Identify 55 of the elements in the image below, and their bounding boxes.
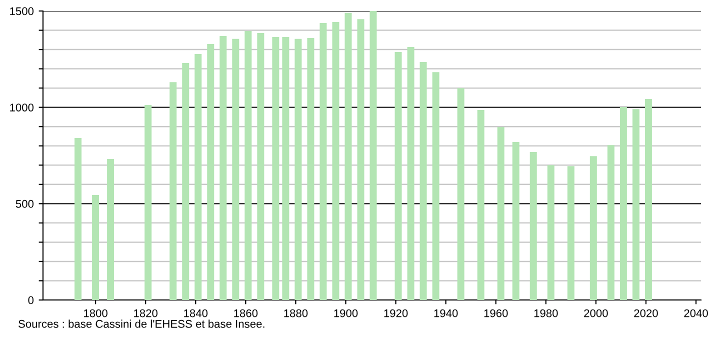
bar	[294, 38, 302, 300]
bar	[407, 47, 414, 300]
bar	[477, 110, 484, 300]
bar	[320, 22, 327, 300]
bar	[232, 38, 240, 300]
bar	[420, 62, 427, 300]
bar	[344, 12, 352, 300]
source-note: Sources : base Cassini de l'EHESS et base Insee.	[18, 320, 264, 328]
bar	[272, 37, 280, 300]
bar	[547, 165, 554, 300]
bar	[282, 37, 290, 300]
bar	[357, 19, 364, 300]
x-tick-label: 1880	[284, 309, 308, 318]
bar	[107, 158, 114, 300]
x-tick-label: 1820	[134, 309, 158, 318]
bar	[497, 126, 504, 300]
y-tick-label: 1500	[10, 7, 34, 16]
bar	[194, 54, 202, 300]
bar	[512, 142, 520, 300]
bar	[307, 38, 314, 300]
bar	[567, 166, 574, 300]
bar	[644, 99, 652, 300]
x-tick-label: 1960	[484, 309, 508, 318]
bar	[92, 194, 100, 300]
x-tick-label: 2020	[634, 309, 658, 318]
x-tick-label: 2000	[584, 309, 608, 318]
x-tick-label: 1920	[384, 309, 408, 318]
bar	[170, 82, 177, 300]
x-tick-label: 1900	[334, 309, 358, 318]
bar	[144, 105, 152, 300]
bar	[74, 138, 82, 300]
bar	[332, 22, 340, 300]
y-tick-label: 1000	[10, 104, 34, 112]
bar	[244, 31, 252, 300]
x-tick-label: 1860	[234, 309, 258, 318]
bar	[182, 63, 190, 300]
x-tick-label: 1840	[184, 309, 208, 318]
bar	[432, 72, 440, 300]
bar	[207, 44, 214, 300]
bar	[220, 36, 227, 300]
x-tick-label: 1980	[534, 309, 558, 318]
bar	[370, 11, 377, 300]
bar	[530, 152, 537, 300]
bar	[257, 32, 264, 300]
bar	[620, 106, 627, 300]
bar	[590, 156, 597, 300]
y-tick-label: 0	[28, 296, 34, 304]
bar	[457, 88, 464, 300]
bar	[394, 52, 402, 300]
x-tick-label: 1940	[434, 309, 458, 318]
x-tick-label: 2040	[684, 309, 708, 318]
bar	[632, 109, 640, 300]
y-tick-label: 500	[16, 200, 34, 208]
bar	[607, 145, 614, 300]
x-tick-label: 1800	[84, 309, 108, 318]
